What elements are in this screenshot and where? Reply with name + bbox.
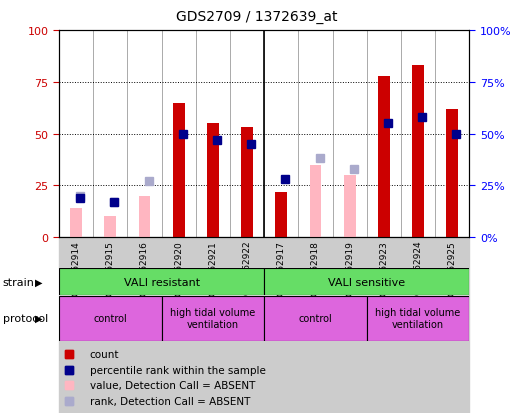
Bar	[70, 209, 82, 237]
Bar	[332, 237, 367, 413]
Text: control: control	[299, 313, 332, 323]
Bar	[401, 237, 435, 413]
Text: GDS2709 / 1372639_at: GDS2709 / 1372639_at	[176, 10, 337, 24]
Text: value, Detection Call = ABSENT: value, Detection Call = ABSENT	[90, 380, 255, 390]
Bar	[196, 237, 230, 413]
Bar	[299, 237, 332, 413]
Bar	[264, 237, 299, 413]
Bar	[104, 217, 116, 237]
Bar	[275, 192, 287, 237]
Text: high tidal volume
ventilation: high tidal volume ventilation	[170, 308, 255, 329]
Text: control: control	[93, 313, 127, 323]
Bar	[230, 237, 264, 413]
Bar	[59, 237, 93, 413]
Bar	[264, 296, 367, 341]
Bar	[309, 165, 322, 237]
Bar	[264, 268, 469, 295]
Text: ▶: ▶	[35, 313, 43, 323]
Bar	[344, 176, 356, 237]
Bar	[59, 296, 162, 341]
Bar	[241, 128, 253, 237]
Text: rank, Detection Call = ABSENT: rank, Detection Call = ABSENT	[90, 396, 250, 406]
Text: percentile rank within the sample: percentile rank within the sample	[90, 365, 266, 375]
Text: VALI resistant: VALI resistant	[124, 277, 200, 287]
Text: high tidal volume
ventilation: high tidal volume ventilation	[376, 308, 461, 329]
Text: VALI sensitive: VALI sensitive	[328, 277, 405, 287]
Bar	[173, 103, 185, 237]
Bar	[127, 237, 162, 413]
Bar	[367, 296, 469, 341]
Bar	[446, 109, 458, 237]
Text: protocol: protocol	[3, 313, 48, 323]
Text: strain: strain	[3, 277, 34, 287]
Text: ▶: ▶	[35, 277, 43, 287]
Bar	[412, 66, 424, 237]
Bar	[139, 196, 150, 237]
Bar	[162, 237, 196, 413]
Bar	[367, 237, 401, 413]
Bar	[435, 237, 469, 413]
Bar	[93, 237, 127, 413]
Bar	[162, 296, 264, 341]
Bar	[207, 124, 219, 237]
Text: count: count	[90, 349, 120, 359]
Bar	[59, 268, 264, 295]
Bar	[378, 76, 390, 237]
